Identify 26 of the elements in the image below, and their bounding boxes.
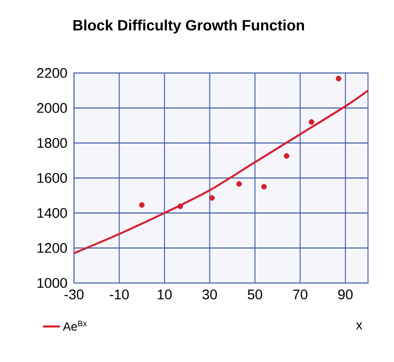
- point: [178, 204, 184, 210]
- legend-label: Ae$^{Bx}$: [62, 320, 87, 331]
- y-tick-label: 1600: [38, 173, 67, 183]
- x-tick-label: -30: [64, 290, 84, 300]
- chart-title: Block Difficulty Growth Function: [73, 20, 304, 34]
- point: [209, 195, 215, 201]
- y-tick-label: 1000: [38, 278, 67, 288]
- point: [261, 184, 267, 190]
- point: [284, 153, 290, 159]
- y-tick-label: 1800: [38, 138, 67, 148]
- y-tick-label: 2000: [37, 103, 67, 113]
- y-tick-label: 1400: [38, 208, 67, 218]
- x-tick-label: 50: [248, 290, 262, 300]
- x-tick-label: 90: [338, 290, 353, 300]
- line-series: [74, 89, 368, 254]
- point: [308, 119, 314, 125]
- x-tick-label: 70: [293, 290, 308, 300]
- x-tick-label: 10: [158, 290, 172, 300]
- x-tick-label: 30: [202, 290, 217, 300]
- point: [236, 181, 242, 187]
- y-tick-label: 2200: [37, 68, 67, 78]
- point: [139, 202, 145, 208]
- x-tick-label: -10: [110, 290, 129, 300]
- point: [336, 76, 342, 82]
- y-tick-label: 1200: [38, 243, 67, 253]
- x-axis-title: x: [356, 322, 362, 330]
